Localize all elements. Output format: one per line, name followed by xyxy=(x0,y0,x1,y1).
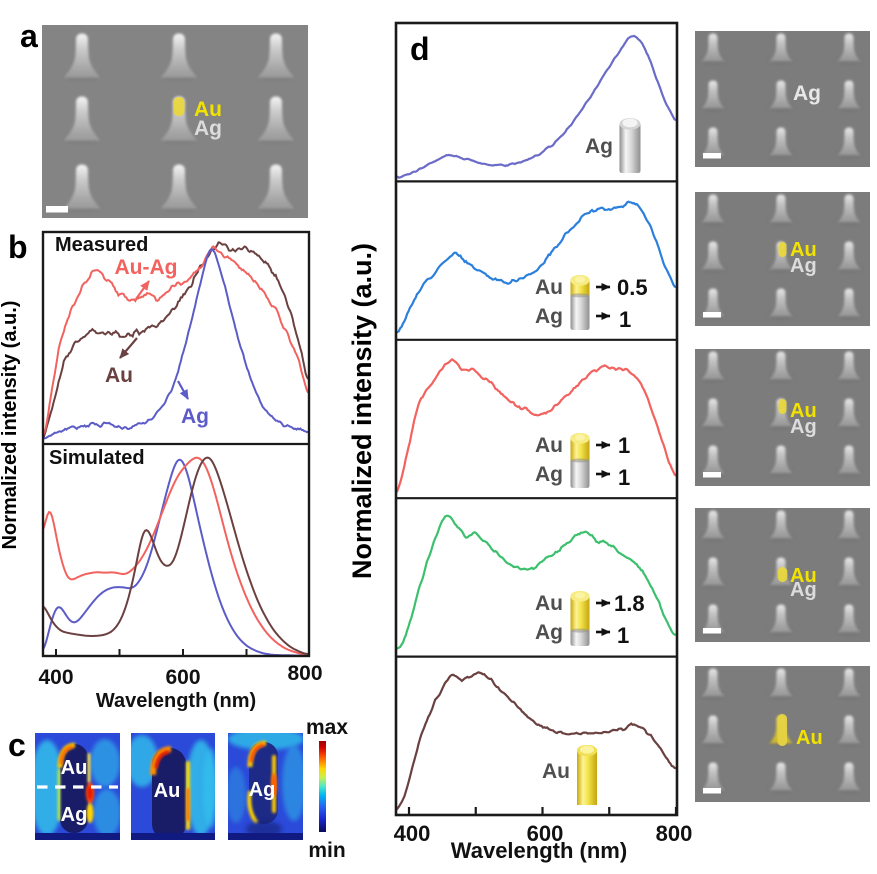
svg-text:Ag: Ag xyxy=(181,405,209,428)
svg-text:Au: Au xyxy=(535,592,563,615)
svg-text:400: 400 xyxy=(394,821,431,846)
svg-text:Au: Au xyxy=(796,727,823,749)
svg-text:600: 600 xyxy=(165,666,200,689)
svg-text:Au: Au xyxy=(790,239,817,261)
svg-text:Ag: Ag xyxy=(61,804,88,826)
svg-text:Wavelength (nm): Wavelength (nm) xyxy=(451,838,627,863)
svg-text:Ag: Ag xyxy=(535,305,563,328)
svg-text:Au: Au xyxy=(535,276,563,299)
svg-text:400: 400 xyxy=(38,666,73,689)
svg-text:1: 1 xyxy=(617,623,629,648)
svg-text:Ag: Ag xyxy=(793,82,821,105)
svg-text:Normalized intensity (a.u.): Normalized intensity (a.u.) xyxy=(347,243,377,579)
svg-text:b: b xyxy=(8,229,28,265)
svg-text:a: a xyxy=(20,18,38,54)
svg-text:1: 1 xyxy=(618,465,630,490)
svg-text:min: min xyxy=(308,839,345,862)
svg-text:Ag: Ag xyxy=(790,579,817,601)
svg-text:Wavelength (nm): Wavelength (nm) xyxy=(96,690,256,712)
svg-text:Normalized intensity (a.u.): Normalized intensity (a.u.) xyxy=(0,301,21,550)
svg-text:Ag: Ag xyxy=(535,621,563,644)
svg-text:Au: Au xyxy=(194,98,222,121)
svg-text:Ag: Ag xyxy=(194,117,222,140)
svg-text:Au: Au xyxy=(61,757,88,779)
svg-text:max: max xyxy=(306,716,348,739)
svg-text:c: c xyxy=(8,727,26,763)
svg-text:Ag: Ag xyxy=(249,779,276,801)
svg-text:Measured: Measured xyxy=(55,234,148,256)
svg-text:Au: Au xyxy=(790,565,817,587)
svg-text:1.8: 1.8 xyxy=(614,591,645,616)
svg-text:Au: Au xyxy=(154,780,181,802)
svg-text:800: 800 xyxy=(287,662,322,685)
svg-text:800: 800 xyxy=(656,821,693,846)
svg-text:0.5: 0.5 xyxy=(617,275,648,300)
svg-text:Ag: Ag xyxy=(790,416,817,438)
svg-text:Au: Au xyxy=(790,400,817,422)
svg-text:Au: Au xyxy=(542,760,570,783)
svg-text:Au-Ag: Au-Ag xyxy=(115,256,178,279)
svg-text:Ag: Ag xyxy=(535,463,563,486)
svg-text:1: 1 xyxy=(618,433,630,458)
svg-text:Ag: Ag xyxy=(585,135,613,158)
svg-text:Au: Au xyxy=(105,364,133,387)
svg-text:1: 1 xyxy=(619,307,631,332)
svg-text:Simulated: Simulated xyxy=(49,447,145,469)
svg-text:600: 600 xyxy=(527,821,564,846)
svg-text:Ag: Ag xyxy=(790,255,817,277)
svg-text:d: d xyxy=(410,31,430,67)
svg-text:Au: Au xyxy=(535,434,563,457)
